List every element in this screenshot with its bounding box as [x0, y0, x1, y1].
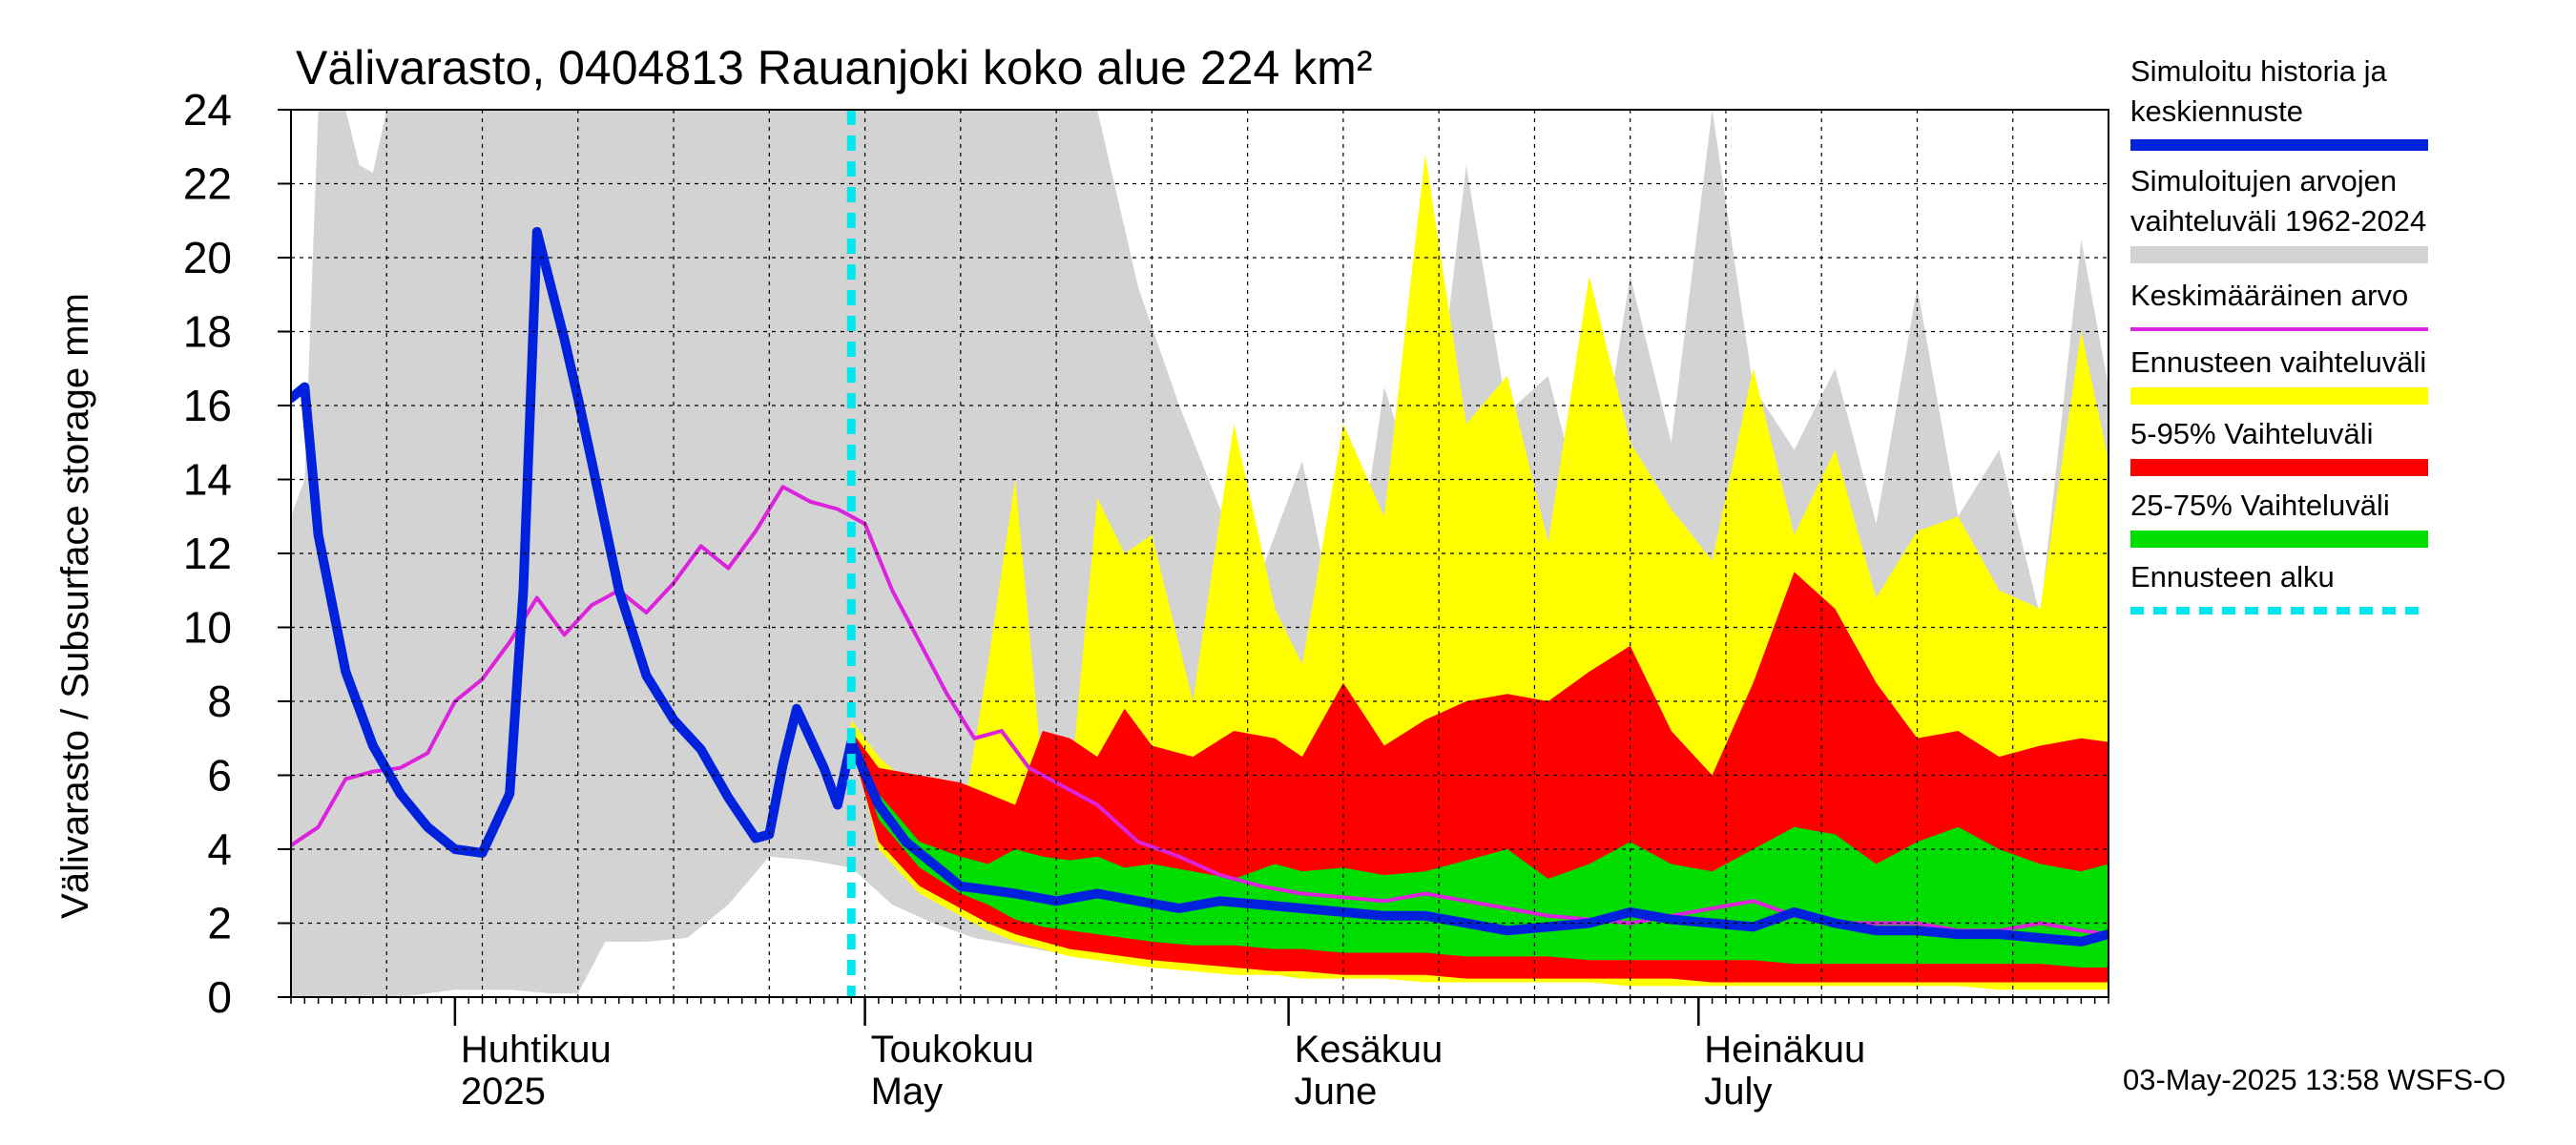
y-tick-label: 4 [207, 824, 232, 874]
series-mean-line [291, 485, 2109, 937]
legend: Simuloitu historia jakeskiennusteSimuloi… [2130, 54, 2428, 614]
y-tick-label: 2 [207, 899, 232, 948]
legend-label: 25-75% Vaihteluväli [2130, 489, 2390, 522]
x-tick-label: June [1295, 1071, 1378, 1113]
x-tick-label: 2025 [461, 1071, 546, 1113]
y-tick-label: 0 [207, 972, 232, 1022]
y-tick-label: 16 [183, 381, 232, 430]
y-tick-label: 24 [183, 85, 232, 135]
legend-item: 25-75% Vaihteluväli [2130, 489, 2428, 548]
y-tick-label: 22 [183, 159, 232, 209]
legend-swatch [2130, 459, 2428, 476]
legend-label: Keskimääräinen arvo [2130, 279, 2408, 312]
x-tick-label: May [871, 1071, 944, 1113]
legend-label: Simuloitu historia ja [2130, 54, 2388, 88]
legend-item: 5-95% Vaihteluväli [2130, 417, 2428, 476]
y-tick-label: 8 [207, 677, 232, 726]
legend-swatch [2130, 246, 2428, 263]
x-tick-label: Kesäkuu [1295, 1029, 1444, 1071]
legend-item: Simuloitujen arvojen vaihteluväli 1962-20… [2130, 164, 2428, 263]
legend-item: Ennusteen vaihteluväli [2130, 345, 2428, 405]
legend-item: Keskimääräinen arvo [2130, 279, 2428, 331]
y-axis-label: Välivarasto / Subsurface storage mm [54, 293, 96, 919]
chart-title: Välivarasto, 0404813 Rauanjoki koko alue… [296, 41, 1372, 94]
y-tick-label: 10 [183, 603, 232, 653]
y-tick-label: 18 [183, 307, 232, 357]
legend-label: Simuloitujen arvojen [2130, 164, 2397, 198]
x-tick-label: Huhtikuu [461, 1029, 612, 1071]
legend-item: Ennusteen alku [2130, 560, 2428, 614]
legend-label: keskiennuste [2130, 94, 2303, 128]
x-tick-label: Heinäkuu [1704, 1029, 1865, 1071]
timestamp-footer: 03-May-2025 13:58 WSFS-O [2123, 1063, 2505, 1096]
grid [291, 110, 2109, 997]
y-tick-label: 14 [183, 455, 232, 505]
legend-swatch [2130, 531, 2428, 548]
legend-label: vaihteluväli 1962-2024 [2130, 204, 2426, 238]
legend-item: Simuloitu historia ja keskiennuste [2130, 54, 2428, 151]
legend-label: 5-95% Vaihteluväli [2130, 417, 2373, 450]
legend-label: Ennusteen vaihteluväli [2130, 345, 2426, 379]
x-tick-label: July [1704, 1071, 1772, 1113]
legend-swatch [2130, 387, 2428, 405]
plot-area [291, 110, 2109, 997]
y-tick-label: 20 [183, 233, 232, 282]
series-simulated-line [291, 226, 2109, 947]
x-tick-label: Toukokuu [871, 1029, 1034, 1071]
legend-label: Ennusteen alku [2130, 560, 2335, 593]
y-tick-label: 6 [207, 751, 232, 801]
y-tick-label: 12 [183, 529, 232, 578]
